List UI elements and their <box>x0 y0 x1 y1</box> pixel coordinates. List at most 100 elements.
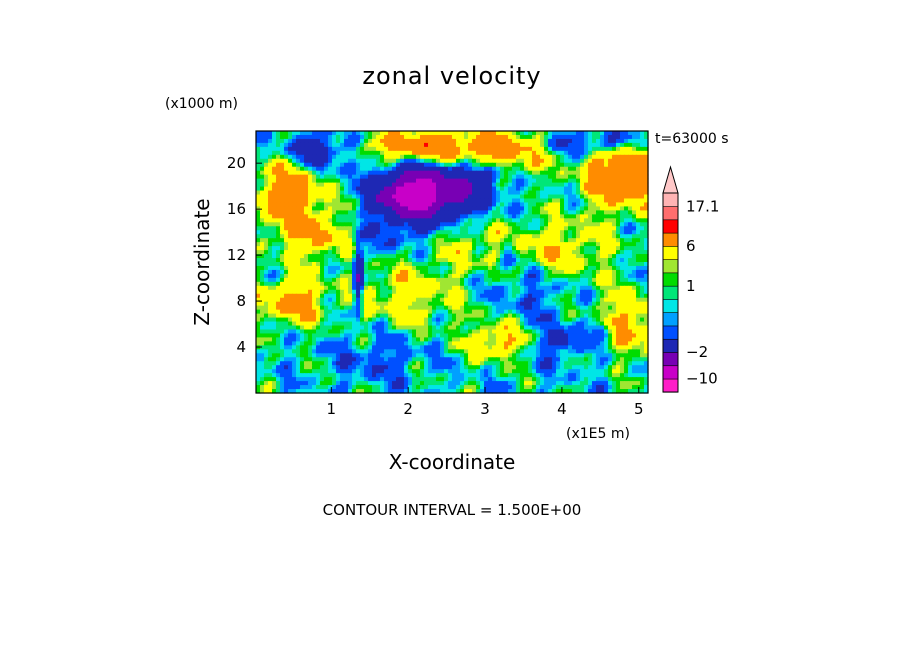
heatmap-cell <box>532 289 537 295</box>
heatmap-cell <box>356 170 361 176</box>
heatmap-cell <box>408 158 413 164</box>
heatmap-cell <box>564 289 569 295</box>
heatmap-cell <box>428 218 433 223</box>
heatmap-cell <box>444 138 449 144</box>
heatmap-cell <box>392 277 397 283</box>
heatmap-cell <box>304 158 309 164</box>
heatmap-cell <box>388 146 393 152</box>
heatmap-cell <box>260 285 265 291</box>
heatmap-cell <box>328 134 333 140</box>
heatmap-cell <box>584 234 589 239</box>
heatmap-cell <box>360 154 365 160</box>
heatmap-cell <box>564 329 569 335</box>
heatmap-cell <box>388 162 393 168</box>
heatmap-cell <box>368 242 373 247</box>
heatmap-cell <box>552 265 557 271</box>
heatmap-cell <box>464 162 469 168</box>
heatmap-cell <box>524 178 529 184</box>
heatmap-cell <box>292 182 297 188</box>
heatmap-cell <box>364 206 369 211</box>
heatmap-cell <box>292 262 297 267</box>
heatmap-cell <box>588 186 593 192</box>
heatmap-cell <box>496 289 501 295</box>
heatmap-cell <box>520 198 525 204</box>
heatmap-cell <box>472 170 477 176</box>
heatmap-cell <box>380 321 385 327</box>
heatmap-cell <box>484 269 489 275</box>
heatmap-cell <box>404 230 409 235</box>
heatmap-cell <box>472 297 477 303</box>
heatmap-cell <box>428 277 433 283</box>
heatmap-cell <box>556 246 561 251</box>
heatmap-cell <box>580 206 585 211</box>
heatmap-cell <box>472 321 477 327</box>
heatmap-cell <box>412 186 417 192</box>
heatmap-cell <box>388 317 393 323</box>
heatmap-cell <box>520 317 525 323</box>
heatmap-cell <box>484 170 489 176</box>
heatmap-cell <box>292 138 297 144</box>
heatmap-cell <box>280 269 285 275</box>
heatmap-cell <box>568 238 573 243</box>
heatmap-cell <box>316 305 321 311</box>
heatmap-cell <box>292 146 297 152</box>
heatmap-cell <box>512 150 517 156</box>
heatmap-cell <box>608 131 613 136</box>
heatmap-cell <box>468 218 473 223</box>
heatmap-cell <box>444 285 449 291</box>
heatmap-cell <box>480 293 485 299</box>
heatmap-cell <box>560 238 565 243</box>
heatmap-cell <box>388 285 393 291</box>
heatmap-cell <box>420 325 425 331</box>
heatmap-cell <box>620 222 625 227</box>
heatmap-cell <box>456 138 461 144</box>
heatmap-cell <box>504 174 509 180</box>
heatmap-cell <box>320 186 325 192</box>
heatmap-cell <box>460 325 465 331</box>
heatmap-cell <box>360 158 365 164</box>
heatmap-cell <box>432 194 437 200</box>
heatmap-cell <box>572 182 577 188</box>
heatmap-cell <box>388 262 393 267</box>
heatmap-cell <box>504 321 509 327</box>
heatmap-cell <box>520 242 525 247</box>
heatmap-cell <box>336 230 341 235</box>
heatmap-cell <box>372 162 377 168</box>
heatmap-cell <box>536 222 541 227</box>
heatmap-cell <box>544 226 549 231</box>
heatmap-cell <box>304 258 309 263</box>
heatmap-cell <box>584 246 589 251</box>
heatmap-cell <box>636 218 641 223</box>
heatmap-cell <box>376 134 381 140</box>
heatmap-cell <box>508 273 513 279</box>
heatmap-cell <box>268 265 273 271</box>
heatmap-cell <box>420 234 425 239</box>
heatmap-cell <box>376 230 381 235</box>
heatmap-cell <box>624 305 629 311</box>
heatmap-cell <box>448 293 453 299</box>
heatmap-cell <box>304 273 309 279</box>
heatmap-cell <box>276 142 281 148</box>
heatmap-cell <box>420 178 425 184</box>
heatmap-cell <box>376 214 381 219</box>
heatmap-cell <box>640 293 645 299</box>
heatmap-cell <box>400 214 405 219</box>
heatmap-cell <box>448 250 453 255</box>
heatmap-cell <box>364 325 369 331</box>
heatmap-cell <box>536 138 541 144</box>
heatmap-cell <box>488 210 493 215</box>
heatmap-cell <box>284 198 289 204</box>
heatmap-cell <box>300 250 305 255</box>
heatmap-cell <box>624 281 629 287</box>
heatmap-cell <box>312 146 317 152</box>
heatmap-cell <box>340 269 345 275</box>
heatmap-cell <box>312 234 317 239</box>
heatmap-cell <box>528 289 533 295</box>
heatmap-cell <box>436 131 441 136</box>
heatmap-cell <box>424 325 429 331</box>
heatmap-cell <box>556 273 561 279</box>
heatmap-cell <box>472 218 477 223</box>
heatmap-cell <box>556 293 561 299</box>
heatmap-cell <box>508 313 513 319</box>
heatmap-cell <box>412 154 417 160</box>
